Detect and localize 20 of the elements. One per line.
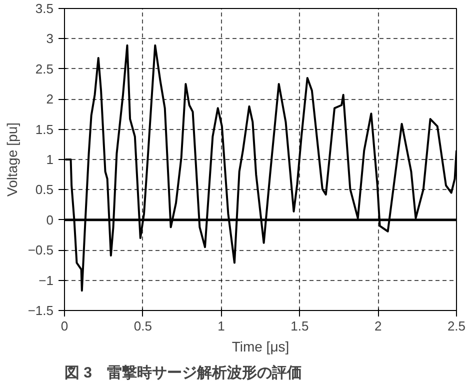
caption: 図 3 雷撃時サージ解析波形の評価: [64, 364, 302, 382]
x-tick-label: 0: [60, 318, 68, 334]
y-tick-label: 3: [46, 31, 54, 46]
x-tick-label: 0.5: [134, 318, 152, 334]
x-tick-label: 2: [374, 318, 382, 334]
y-tick-label: 0: [46, 212, 54, 228]
x-tick-label: 2.5: [447, 318, 466, 334]
y-tick-label: 1: [46, 152, 54, 167]
y-tick-label: 3.5: [35, 1, 54, 16]
y-tick-label: −0.5: [28, 242, 54, 258]
x-tick-label: 1.5: [290, 318, 309, 334]
y-axis-title: Voltage [pu]: [4, 122, 20, 196]
y-tick-label: 2: [46, 92, 54, 107]
y-tick-label: −1: [38, 272, 54, 288]
x-axis-title: Time [μs]: [232, 338, 290, 354]
y-tick-label: −1.5: [28, 303, 54, 318]
y-tick-label: 2.5: [35, 61, 54, 76]
x-tick-label: 1: [218, 318, 225, 334]
y-tick-label: 0.5: [35, 182, 54, 198]
y-tick-label: 1.5: [35, 122, 54, 137]
